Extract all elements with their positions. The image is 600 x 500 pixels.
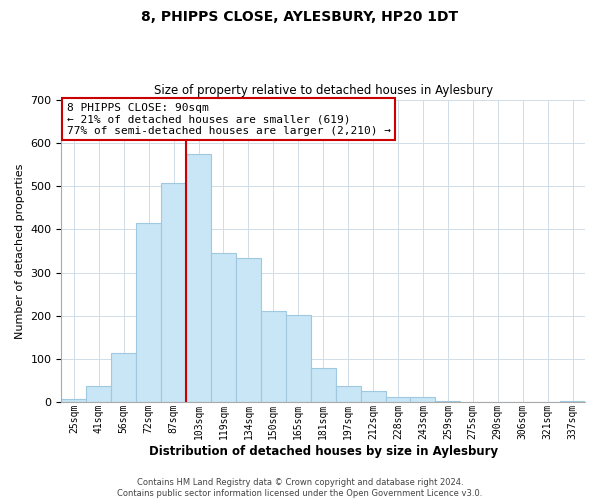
Bar [136, 223, 161, 402]
Bar [560, 401, 585, 402]
Bar [261, 310, 286, 402]
Bar [386, 396, 410, 402]
Bar [61, 399, 86, 402]
Bar [161, 182, 186, 402]
Bar [211, 253, 236, 402]
Bar [86, 386, 111, 402]
Bar [436, 401, 460, 402]
Bar [311, 368, 335, 402]
Bar [410, 396, 436, 402]
Bar [186, 154, 211, 402]
Y-axis label: Number of detached properties: Number of detached properties [15, 163, 25, 338]
Text: 8 PHIPPS CLOSE: 90sqm
← 21% of detached houses are smaller (619)
77% of semi-det: 8 PHIPPS CLOSE: 90sqm ← 21% of detached … [67, 102, 391, 136]
Text: Contains HM Land Registry data © Crown copyright and database right 2024.
Contai: Contains HM Land Registry data © Crown c… [118, 478, 482, 498]
Bar [335, 386, 361, 402]
Bar [286, 315, 311, 402]
Bar [361, 390, 386, 402]
Text: 8, PHIPPS CLOSE, AYLESBURY, HP20 1DT: 8, PHIPPS CLOSE, AYLESBURY, HP20 1DT [142, 10, 458, 24]
X-axis label: Distribution of detached houses by size in Aylesbury: Distribution of detached houses by size … [149, 444, 498, 458]
Bar [111, 354, 136, 403]
Title: Size of property relative to detached houses in Aylesbury: Size of property relative to detached ho… [154, 84, 493, 97]
Bar [236, 258, 261, 402]
